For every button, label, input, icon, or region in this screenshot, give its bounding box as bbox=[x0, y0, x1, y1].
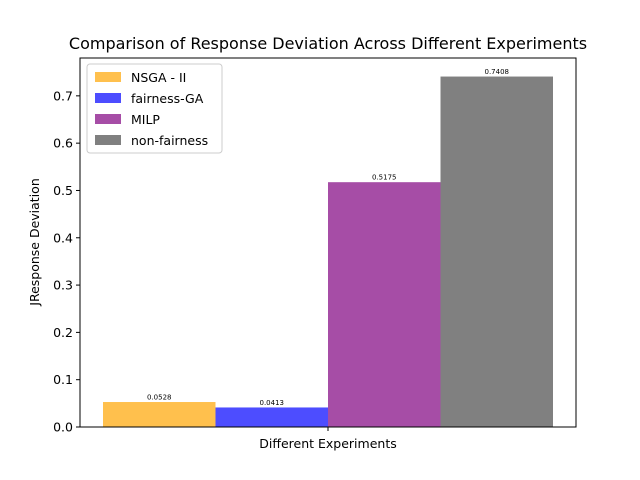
y-tick-label: 0.4 bbox=[53, 230, 73, 245]
legend-label-3: MILP bbox=[131, 112, 160, 127]
y-tick-label: 0.6 bbox=[53, 136, 73, 151]
bar-2 bbox=[215, 407, 328, 427]
bar-4 bbox=[440, 76, 553, 427]
bar-3 bbox=[328, 182, 441, 427]
legend-swatch-2 bbox=[95, 93, 121, 103]
legend-box bbox=[86, 63, 223, 154]
y-axis-label: JResponse Deviation bbox=[27, 178, 42, 306]
data-label-2: 0.0413 bbox=[260, 399, 285, 407]
y-tick-label: 0.3 bbox=[53, 278, 73, 293]
y-tick-label: 0.2 bbox=[53, 325, 73, 340]
legend-swatch-4 bbox=[95, 135, 121, 145]
data-label-1: 0.0528 bbox=[147, 394, 172, 402]
legend-swatch-1 bbox=[95, 72, 121, 82]
chart-title: Comparison of Response Deviation Across … bbox=[69, 34, 587, 53]
legend-swatch-3 bbox=[95, 114, 121, 124]
y-tick-label: 0.5 bbox=[53, 183, 73, 198]
y-axis: 0.0 0.1 0.2 0.3 0.4 0.5 0.6 0.7 bbox=[53, 88, 80, 435]
data-label-3: 0.5175 bbox=[372, 174, 397, 182]
data-labels-group: 0.0528 0.0413 0.5175 0.7408 bbox=[147, 68, 509, 407]
legend: NSGA - II fairness-GA MILP non-fairness bbox=[86, 63, 223, 154]
data-label-4: 0.7408 bbox=[485, 68, 510, 76]
legend-label-4: non-fairness bbox=[131, 133, 208, 148]
bars-group bbox=[103, 76, 553, 427]
y-tick-label: 0.0 bbox=[53, 420, 73, 435]
x-axis-label: Different Experiments bbox=[259, 436, 397, 451]
y-tick-label: 0.1 bbox=[53, 372, 73, 387]
legend-label-1: NSGA - II bbox=[131, 70, 186, 85]
legend-label-2: fairness-GA bbox=[131, 91, 204, 106]
y-tick-label: 0.7 bbox=[53, 88, 73, 103]
bar-1 bbox=[103, 402, 216, 427]
